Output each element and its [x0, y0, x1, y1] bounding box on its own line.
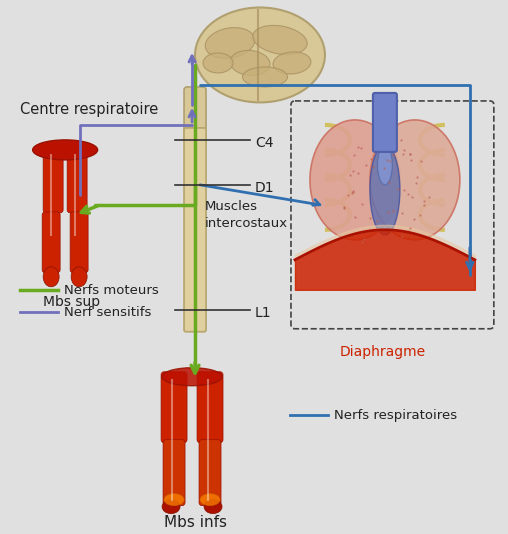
- Text: Diaphragme: Diaphragme: [340, 345, 426, 359]
- FancyBboxPatch shape: [184, 87, 206, 143]
- Ellipse shape: [273, 52, 311, 74]
- Ellipse shape: [370, 145, 400, 235]
- FancyBboxPatch shape: [184, 128, 206, 332]
- Ellipse shape: [253, 26, 307, 54]
- FancyBboxPatch shape: [373, 93, 397, 152]
- Ellipse shape: [242, 67, 288, 87]
- Text: D1: D1: [255, 181, 275, 195]
- Ellipse shape: [204, 500, 222, 514]
- Ellipse shape: [230, 50, 270, 75]
- Ellipse shape: [43, 267, 59, 287]
- Text: Nerfs respiratoires: Nerfs respiratoires: [334, 409, 457, 422]
- Text: Nerf sensitifs: Nerf sensitifs: [64, 307, 151, 319]
- FancyBboxPatch shape: [67, 147, 87, 213]
- Text: L1: L1: [255, 306, 272, 320]
- Text: Nerfs moteurs: Nerfs moteurs: [64, 284, 159, 297]
- Text: Mbs infs: Mbs infs: [164, 515, 227, 530]
- FancyBboxPatch shape: [197, 372, 223, 443]
- Ellipse shape: [71, 267, 87, 287]
- Text: Muscles
intercostaux: Muscles intercostaux: [205, 200, 288, 230]
- Text: Mbs sup: Mbs sup: [43, 295, 100, 309]
- FancyBboxPatch shape: [43, 147, 63, 213]
- Ellipse shape: [310, 120, 400, 240]
- Text: C4: C4: [255, 136, 273, 150]
- FancyBboxPatch shape: [70, 212, 88, 273]
- FancyBboxPatch shape: [163, 439, 185, 506]
- Ellipse shape: [162, 368, 222, 386]
- FancyBboxPatch shape: [42, 212, 60, 273]
- Ellipse shape: [33, 140, 98, 160]
- Text: Centre respiratoire: Centre respiratoire: [20, 103, 158, 117]
- Ellipse shape: [203, 53, 233, 73]
- FancyBboxPatch shape: [161, 372, 187, 443]
- Ellipse shape: [377, 145, 392, 185]
- Ellipse shape: [200, 493, 220, 506]
- Ellipse shape: [205, 28, 255, 58]
- Ellipse shape: [164, 493, 184, 506]
- FancyBboxPatch shape: [199, 439, 221, 506]
- Ellipse shape: [370, 120, 460, 240]
- Ellipse shape: [195, 7, 325, 103]
- Ellipse shape: [162, 500, 180, 514]
